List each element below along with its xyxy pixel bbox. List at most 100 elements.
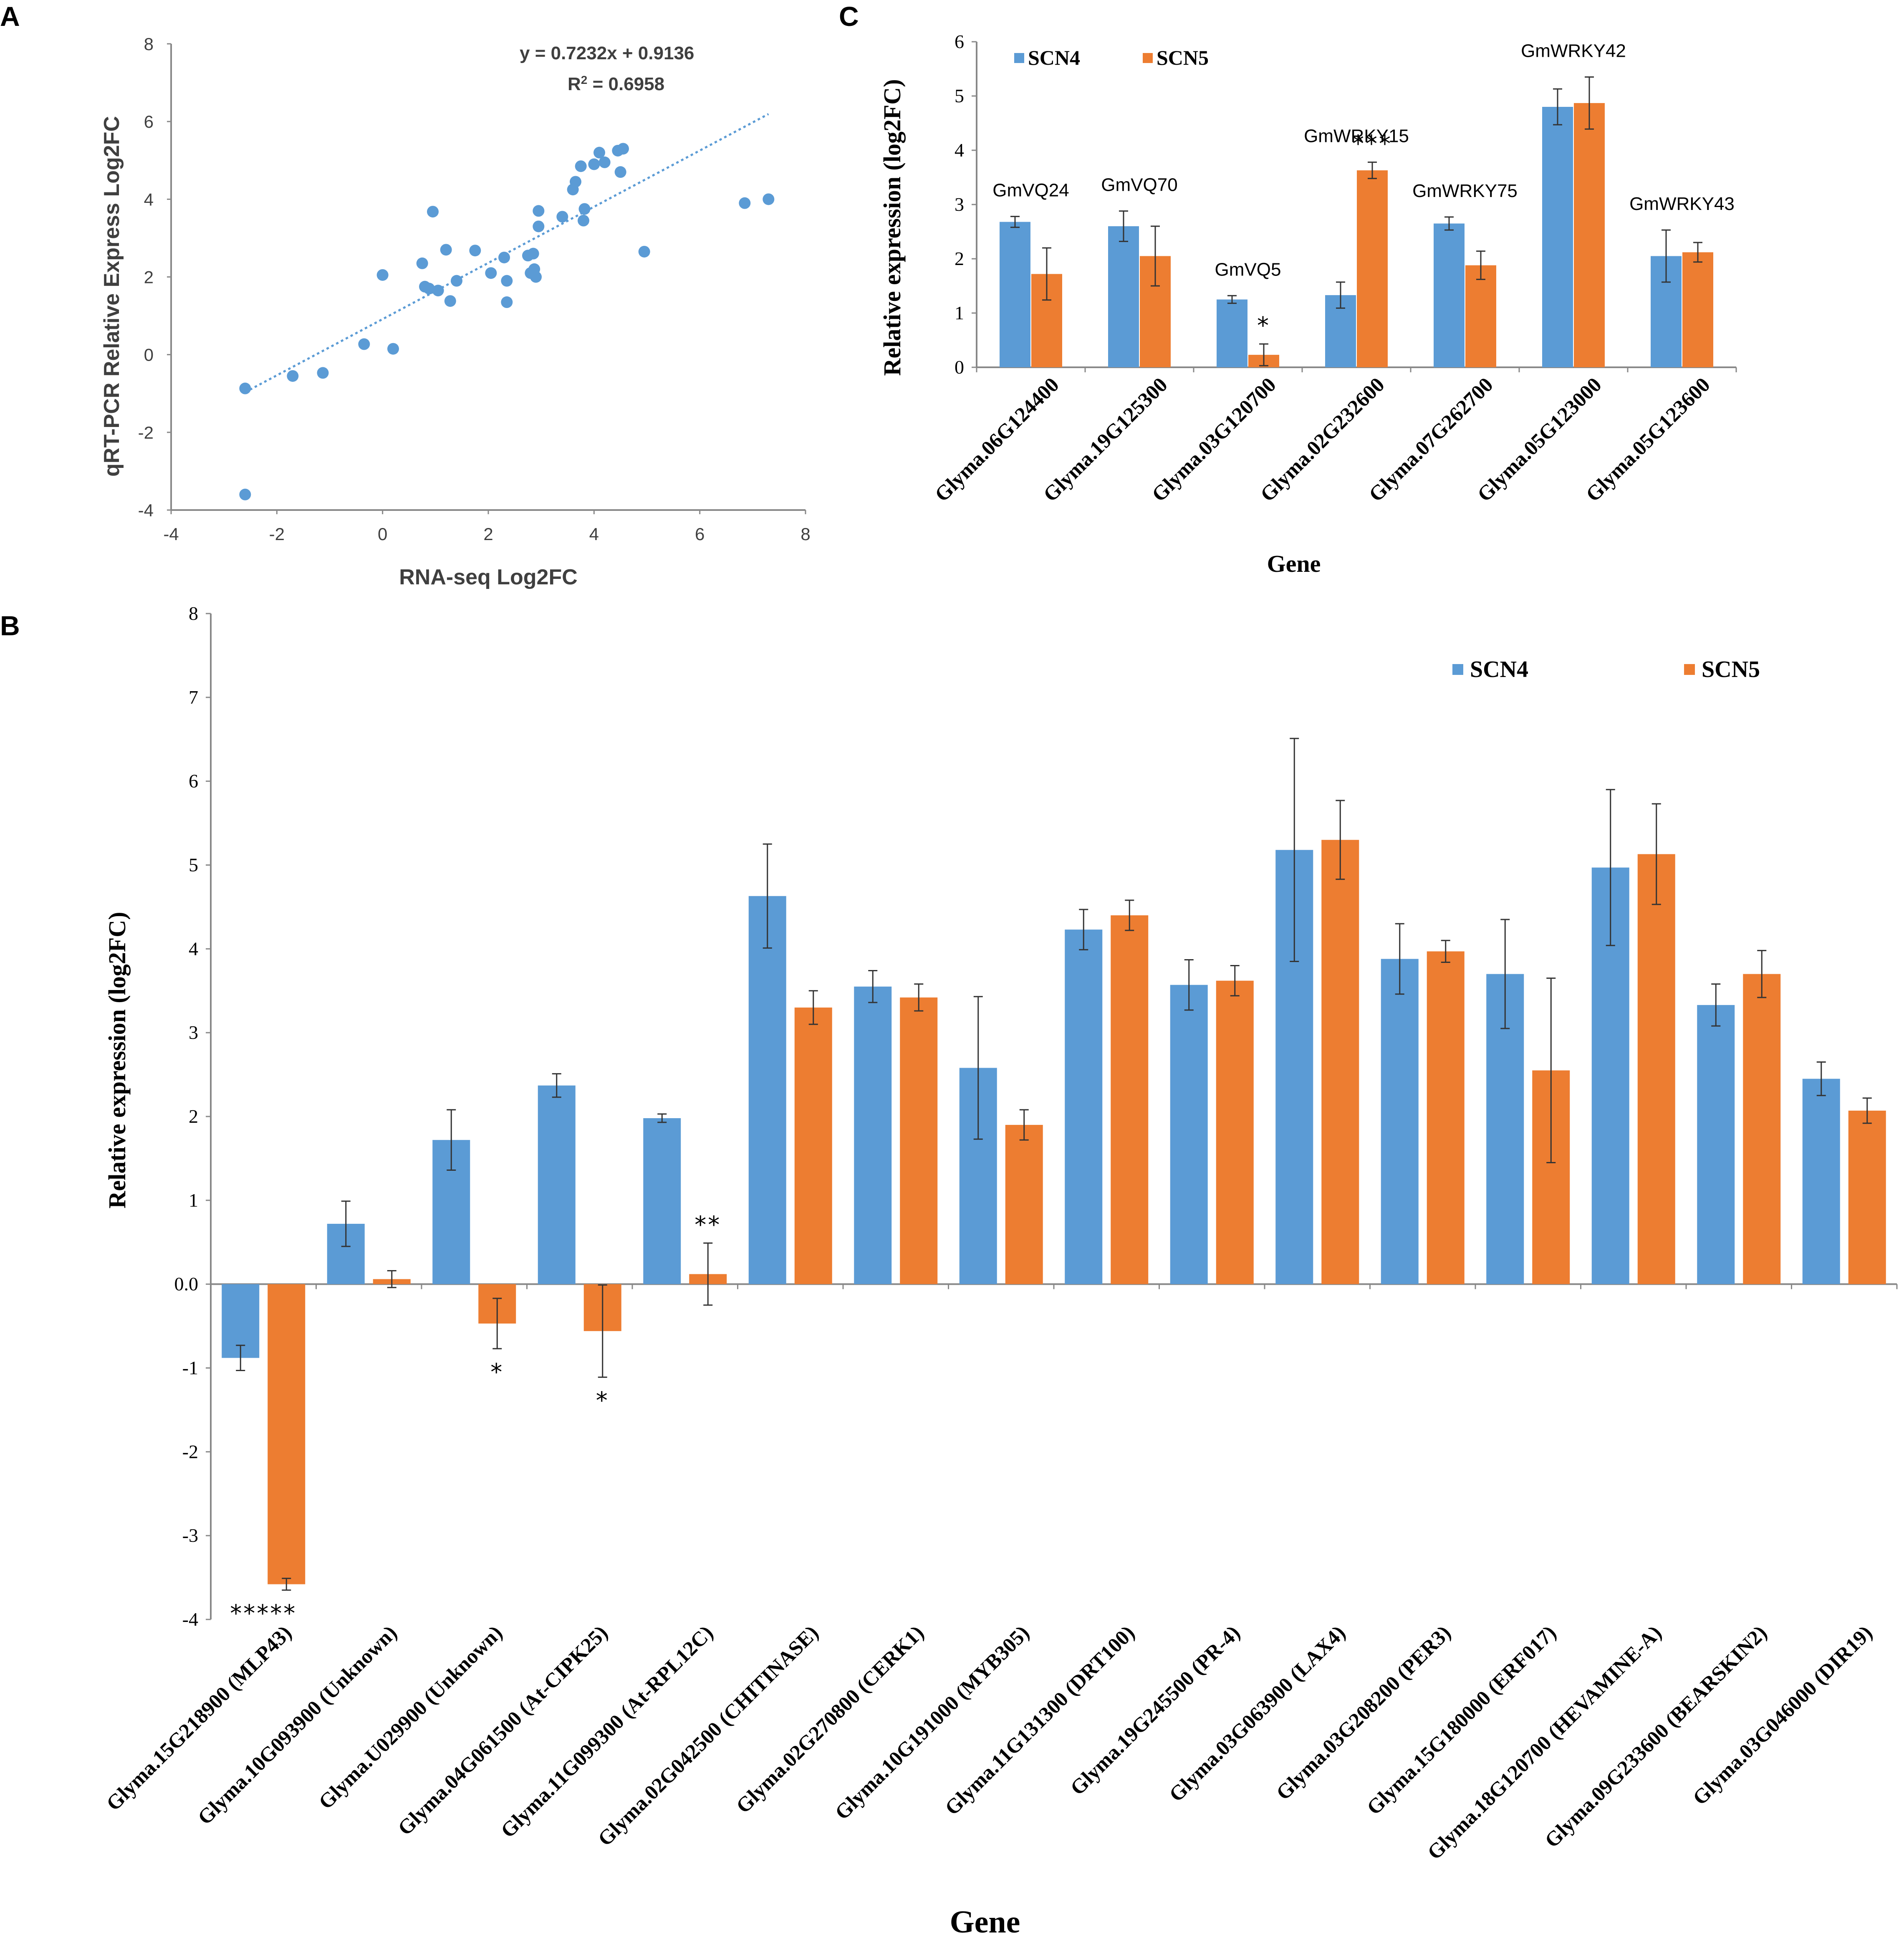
legend-label-scn5: SCN5: [1157, 46, 1209, 69]
legend-swatch-scn4: [1452, 664, 1463, 675]
significance-marker: **: [694, 1211, 721, 1238]
bar-scn5: [1216, 980, 1254, 1284]
bar-scn5: [1005, 1125, 1043, 1284]
data-point: [575, 160, 587, 172]
data-point: [739, 197, 751, 209]
bar-scn4: [1381, 959, 1419, 1284]
data-point: [498, 251, 510, 263]
data-point: [423, 283, 435, 295]
y-tick-label: 8: [189, 603, 198, 624]
bar-scn4: [1000, 222, 1030, 367]
category-label: Glyma.03G063900 (LAX4): [1164, 1621, 1350, 1806]
x-tick-label: 0: [378, 524, 387, 544]
category-label: Glyma.11G131300 (DRT100): [940, 1621, 1139, 1819]
category-label: Glyma.03G208200 (PER3): [1271, 1621, 1455, 1804]
y-tick-label: -4: [182, 1609, 198, 1630]
bar-scn5: [900, 997, 938, 1284]
category-label: Glyma.09G233600 (BEARSKIN2): [1540, 1621, 1771, 1852]
bar-scn4: [1108, 226, 1139, 367]
data-point: [527, 248, 539, 260]
data-point: [239, 488, 251, 500]
gene-name-label: GmVQ24: [992, 180, 1069, 201]
bars: [222, 738, 1886, 1591]
legend: SCN4 SCN5: [1014, 46, 1209, 69]
bar-scn4: [854, 986, 892, 1284]
y-tick-label: 1: [955, 302, 964, 323]
data-point: [427, 206, 439, 218]
y-tick-label: 1: [189, 1190, 198, 1211]
y-tick-label: 3: [955, 194, 964, 215]
bar-scn5: [1682, 252, 1713, 367]
y-tick-label: -2: [138, 423, 154, 442]
gene-name-label: GmWRKY43: [1629, 194, 1735, 214]
data-point: [469, 245, 481, 257]
category-label: Glyma.U029900 (Unknown): [314, 1621, 507, 1814]
category-label: Glyma.03G046000 (DIR19): [1688, 1621, 1876, 1809]
data-point: [533, 220, 545, 232]
y-tick-label: 3: [189, 1022, 198, 1043]
bar-scn5: [1427, 951, 1465, 1284]
data-point: [763, 193, 775, 205]
bar-scn4: [538, 1085, 576, 1284]
bar-scn5: [1111, 915, 1149, 1284]
y-tick-label: 6: [955, 31, 964, 52]
data-points: [239, 143, 775, 500]
data-point: [239, 382, 251, 394]
significance-marker: *: [596, 1387, 609, 1415]
tick-labels: -4 -2 0 2 4 6 8 -4 -2 0 2 4 6 8: [138, 34, 811, 544]
data-point: [588, 158, 600, 170]
data-point: [598, 156, 611, 168]
y-tick-label: 6: [144, 112, 154, 131]
bar-chart-b: -4 -3 -2 -1 0.0 1 2 3 4 5 6 7 8 *****Glyma.15G218900 …: [101, 603, 1898, 1940]
legend: SCN4 SCN5: [1452, 657, 1760, 682]
data-point: [501, 275, 513, 287]
data-point: [530, 271, 542, 283]
gene-name-label: GmWRKY15: [1304, 126, 1409, 147]
y-tick-label: 0: [144, 345, 154, 365]
category-label: Glyma.02G042500 (CHITINASE): [593, 1621, 823, 1850]
x-axis-title: Gene: [950, 1905, 1020, 1940]
bar-scn4: [1802, 1079, 1840, 1284]
data-point: [440, 244, 452, 256]
bar-scn4: [1217, 299, 1247, 367]
data-point: [578, 215, 589, 227]
y-tick-label: 6: [189, 770, 198, 792]
data-point: [444, 295, 456, 307]
bar-scn5: [1574, 103, 1605, 367]
significance-marker: *: [1257, 312, 1270, 339]
gene-name-label: GmWRKY42: [1521, 41, 1626, 61]
y-tick-label: 2: [189, 1106, 198, 1127]
gene-name-label: GmWRKY75: [1412, 181, 1518, 201]
y-tick-label: 4: [144, 189, 154, 209]
legend-swatch-scn5: [1143, 53, 1153, 63]
data-point: [556, 211, 568, 223]
data-point: [638, 245, 650, 258]
y-tick-label: 2: [955, 248, 964, 269]
data-point: [451, 275, 462, 287]
y-tick-label: 2: [144, 268, 154, 287]
bar-scn5: [1357, 170, 1388, 367]
bar-scn5: [268, 1284, 306, 1584]
x-tick-label: 6: [695, 524, 705, 544]
legend-label-scn4: SCN4: [1028, 46, 1080, 69]
category-label: Glyma.19G245500 (PR-4): [1066, 1621, 1244, 1799]
y-axis-title: Relative expression (log2FC): [879, 79, 906, 376]
y-tick-label: 4: [189, 938, 198, 959]
y-axis-title: qRT-PCR Relative Express Log2FC: [100, 116, 124, 477]
bar-scn4: [748, 896, 786, 1284]
category-label: Glyma.18G120700 (HEVAMINE-A): [1423, 1621, 1666, 1864]
bar-scn4: [1065, 930, 1103, 1284]
panel-label-b: B: [0, 610, 20, 641]
legend-label-scn4: SCN4: [1470, 657, 1528, 682]
x-tick-label: 4: [589, 524, 599, 544]
bar-scn4: [1542, 107, 1573, 367]
data-point: [485, 267, 497, 279]
category-label: Glyma.02G270800 (CERK1): [731, 1621, 928, 1818]
bar-chart-c: 0123456Glyma.06G124400GmVQ24Glyma.19G125…: [879, 31, 1737, 577]
trendline: [245, 113, 769, 393]
y-tick-label: 7: [189, 687, 198, 708]
data-point: [432, 285, 444, 297]
x-tick-label: -2: [269, 524, 285, 544]
legend-label-scn5: SCN5: [1702, 657, 1760, 682]
